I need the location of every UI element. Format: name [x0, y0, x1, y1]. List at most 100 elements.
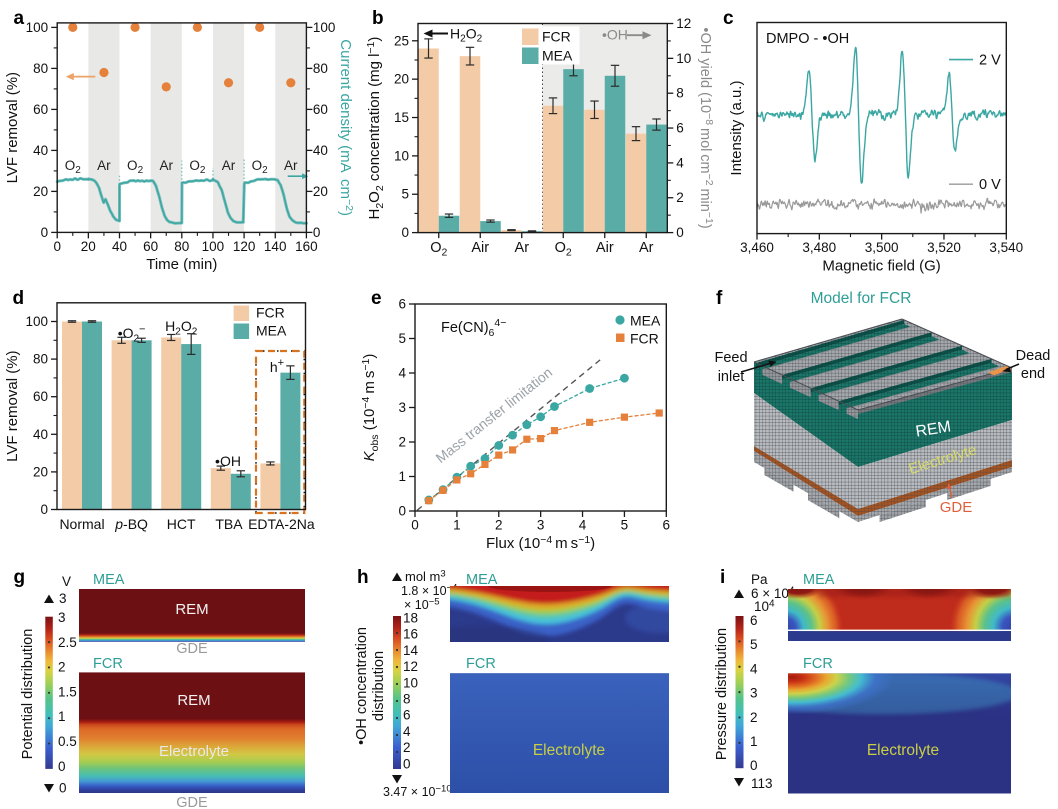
svg-text:0: 0: [401, 225, 409, 240]
svg-text:6: 6: [676, 121, 684, 136]
svg-text:6: 6: [398, 297, 406, 312]
svg-text:e: e: [371, 288, 382, 309]
svg-text:h: h: [357, 567, 369, 588]
svg-text:•O2−: •O2−: [118, 324, 146, 345]
svg-text:3,520: 3,520: [927, 240, 961, 255]
svg-text:113: 113: [751, 776, 773, 791]
svg-text:3: 3: [398, 400, 406, 415]
svg-text:12: 12: [676, 16, 691, 31]
svg-text:g: g: [14, 567, 26, 588]
svg-text:V: V: [62, 574, 71, 589]
svg-text:Magnetic field (G): Magnetic field (G): [822, 258, 940, 275]
svg-text:4: 4: [579, 518, 587, 533]
svg-text:3,460: 3,460: [740, 240, 774, 255]
svg-text:FCR: FCR: [630, 331, 659, 347]
svg-text:3,480: 3,480: [802, 240, 836, 255]
svg-text:Electrolyte: Electrolyte: [867, 742, 939, 759]
svg-text:0: 0: [398, 504, 406, 519]
svg-text:100: 100: [313, 20, 336, 35]
svg-text:0: 0: [750, 758, 758, 773]
svg-text:Electrolyte: Electrolyte: [533, 742, 605, 759]
svg-text:GDE: GDE: [940, 499, 973, 516]
svg-text:b: b: [372, 8, 384, 29]
svg-text:Normal: Normal: [59, 516, 104, 532]
svg-text:5: 5: [621, 518, 629, 533]
svg-text:REM: REM: [177, 692, 210, 709]
svg-text:6: 6: [403, 708, 411, 723]
svg-text:a: a: [14, 8, 25, 29]
svg-text:HCT: HCT: [167, 516, 196, 532]
svg-text:FCR: FCR: [466, 656, 496, 672]
svg-text:20: 20: [81, 239, 96, 254]
svg-text:FCR: FCR: [803, 656, 833, 672]
svg-text:Air: Air: [471, 240, 489, 256]
svg-text:14: 14: [403, 643, 419, 658]
svg-text:•OH: •OH: [215, 453, 241, 469]
svg-text:1: 1: [750, 734, 758, 749]
svg-text:Intensity (a.u.): Intensity (a.u.): [728, 81, 745, 176]
svg-text:c: c: [723, 8, 734, 29]
svg-text:2: 2: [495, 518, 503, 533]
svg-text:REM: REM: [914, 418, 952, 440]
svg-text:distribution: distribution: [371, 651, 387, 721]
svg-text:12: 12: [403, 659, 418, 674]
svg-text:Air: Air: [596, 240, 614, 256]
svg-text:0: 0: [59, 781, 67, 796]
svg-text:60: 60: [143, 239, 158, 254]
svg-text:16: 16: [403, 627, 418, 642]
svg-text:2: 2: [676, 190, 684, 205]
svg-text:20: 20: [313, 184, 328, 199]
svg-text:0.5: 0.5: [58, 734, 77, 749]
svg-text:Dead: Dead: [1016, 348, 1051, 364]
svg-text:Model for FCR: Model for FCR: [811, 290, 912, 307]
svg-text:3,500: 3,500: [865, 240, 899, 255]
svg-text:2.5: 2.5: [58, 635, 77, 650]
svg-text:8: 8: [403, 692, 411, 707]
svg-text:5: 5: [750, 637, 758, 652]
svg-text:80: 80: [33, 61, 48, 76]
svg-text:FCR: FCR: [542, 29, 571, 45]
svg-text:6: 6: [663, 518, 671, 533]
svg-text:Ar: Ar: [97, 158, 111, 173]
svg-text:0: 0: [676, 225, 684, 240]
svg-text:80: 80: [33, 352, 48, 367]
svg-text:25: 25: [394, 33, 409, 48]
svg-text:100: 100: [26, 20, 49, 35]
svg-text:80: 80: [174, 239, 189, 254]
svg-text:3.47 × 10−10: 3.47 × 10−10: [383, 784, 452, 800]
svg-text:80: 80: [313, 61, 328, 76]
svg-text:40: 40: [33, 143, 48, 158]
svg-text:0: 0: [313, 225, 321, 240]
svg-text:3: 3: [750, 686, 758, 701]
svg-text:15: 15: [394, 110, 409, 125]
svg-text:Kobs (10−4 m s−1): Kobs (10−4 m s−1): [360, 354, 381, 462]
svg-text:H2O2: H2O2: [450, 26, 483, 45]
svg-text:20: 20: [33, 464, 48, 479]
svg-text:Pressure distribution: Pressure distribution: [714, 628, 730, 760]
svg-text:•OH yield (10−8 mol cm−2 min−1: •OH yield (10−8 mol cm−2 min−1): [697, 27, 715, 228]
svg-text:5: 5: [398, 331, 406, 346]
svg-text:4: 4: [676, 155, 684, 170]
svg-text:mol m3: mol m3: [405, 569, 446, 585]
svg-text:1.5: 1.5: [58, 684, 77, 699]
svg-text:0: 0: [403, 756, 411, 771]
svg-text:end: end: [1021, 366, 1045, 382]
svg-text:FCR: FCR: [256, 305, 285, 321]
svg-text:DMPO - •OH: DMPO - •OH: [766, 31, 849, 47]
svg-text:Flux (10−4 m s−1): Flux (10−4 m s−1): [486, 534, 595, 552]
svg-text:Ar: Ar: [284, 158, 298, 173]
svg-text:140: 140: [264, 239, 287, 254]
svg-text:Ar: Ar: [159, 158, 173, 173]
svg-text:0 V: 0 V: [979, 177, 1001, 193]
svg-text:i: i: [720, 567, 725, 588]
svg-text:MEA: MEA: [542, 48, 573, 64]
svg-text:GDE: GDE: [176, 641, 208, 657]
svg-text:Feed: Feed: [714, 350, 747, 366]
svg-text:inlet: inlet: [718, 369, 745, 385]
svg-text:10: 10: [676, 51, 691, 66]
svg-text:Ar: Ar: [639, 240, 654, 256]
svg-text:TBA: TBA: [215, 516, 243, 532]
svg-text:LVF removal (%): LVF removal (%): [4, 72, 21, 183]
svg-text:60: 60: [33, 389, 48, 404]
svg-text:0: 0: [53, 239, 61, 254]
